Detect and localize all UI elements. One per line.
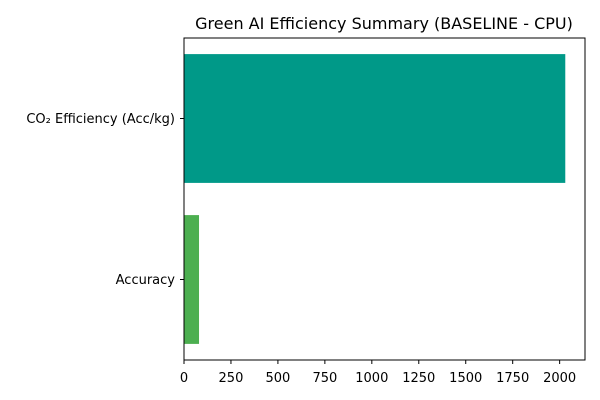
x-tick-label-2: 250 <box>219 371 244 386</box>
x-tick-label-5: 1000 <box>355 371 388 386</box>
x-tick-label-8: 1750 <box>496 371 529 386</box>
plot-frame <box>183 37 586 361</box>
x-axis-ticks: 0 250 500 750 1000 1250 1500 1750 2000 <box>180 360 576 386</box>
bars-layer <box>184 54 566 344</box>
x-tick-label-9: 2000 <box>543 371 576 386</box>
bar-1 <box>184 54 566 183</box>
x-tick-label-6: 1250 <box>402 371 435 386</box>
x-tick-label-1: 0 <box>180 371 188 386</box>
x-tick-label-7: 1500 <box>449 371 482 386</box>
chart-title: Green AI Efficiency Summary (BASELINE - … <box>195 14 573 33</box>
y-tick-label-2: Accuracy <box>116 273 176 288</box>
x-tick-label-3: 500 <box>265 371 290 386</box>
y-axis-ticks: CO₂ Efficiency (Acc/kg) Accuracy <box>26 112 184 288</box>
bar-2 <box>184 215 200 344</box>
y-tick-label-1: CO₂ Efficiency (Acc/kg) <box>26 112 175 127</box>
x-tick-label-4: 750 <box>312 371 337 386</box>
